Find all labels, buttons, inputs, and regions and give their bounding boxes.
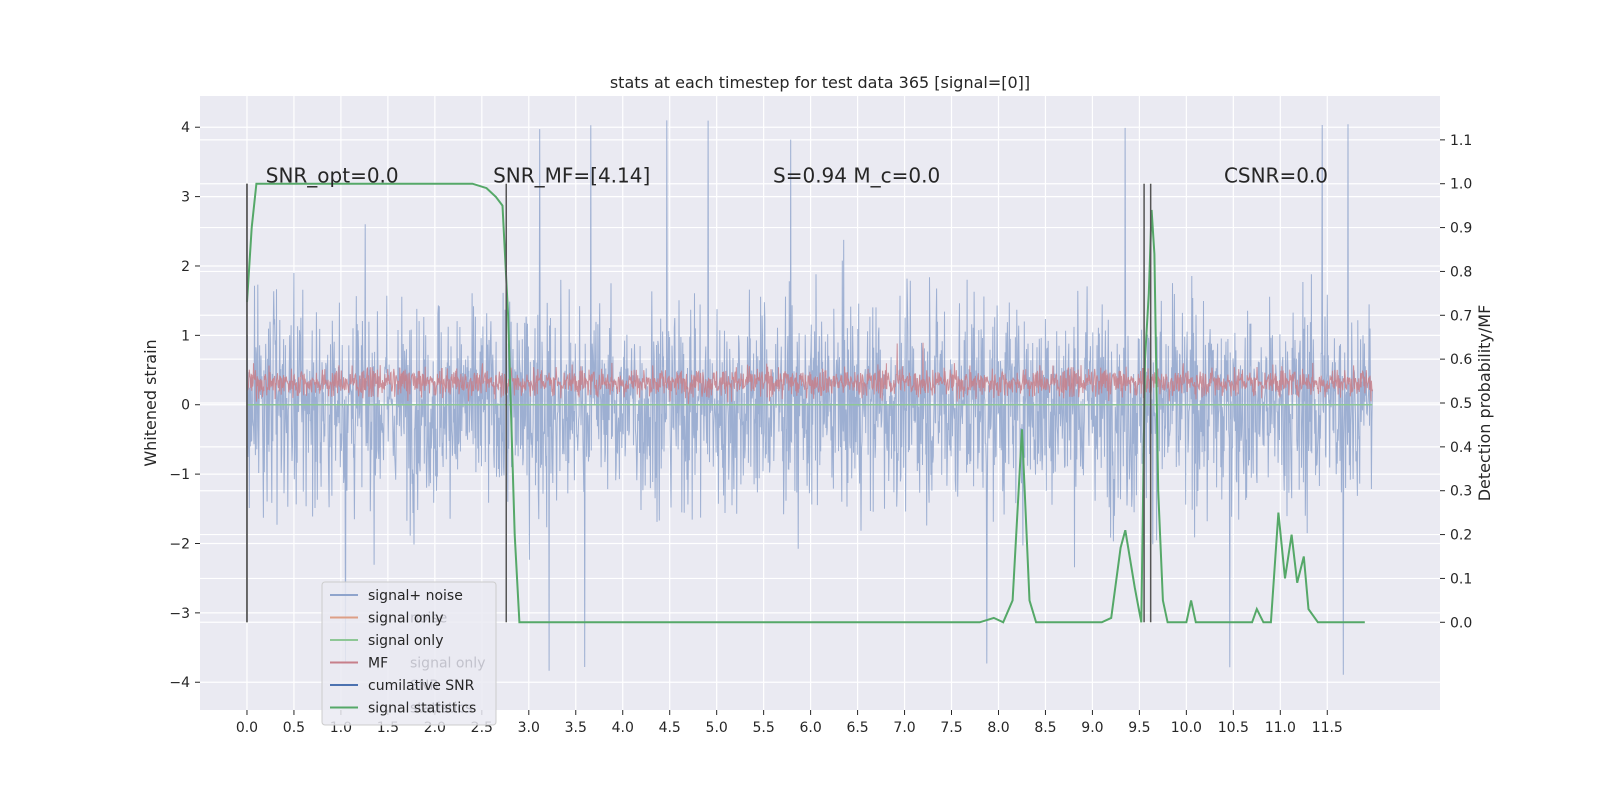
x-tick-label: 6.5 bbox=[846, 720, 868, 736]
x-tick-label: 3.5 bbox=[565, 720, 587, 736]
y2-tick-label: 0.3 bbox=[1450, 484, 1472, 500]
x-tick-label: 9.0 bbox=[1081, 720, 1103, 736]
y2-tick-label: 0.8 bbox=[1450, 264, 1472, 280]
y-tick-label: 0 bbox=[181, 398, 190, 414]
x-tick-label: 4.5 bbox=[659, 720, 681, 736]
x-tick-label: 0.0 bbox=[236, 720, 258, 736]
legend-label: signal only bbox=[368, 633, 443, 649]
legend-box bbox=[321, 581, 497, 726]
legend-label: signal only bbox=[368, 611, 443, 627]
x-tick-label: 11.0 bbox=[1265, 720, 1296, 736]
x-tick-label: 7.0 bbox=[893, 720, 915, 736]
x-tick-label: 9.5 bbox=[1128, 720, 1150, 736]
y2-tick-label: 1.0 bbox=[1450, 177, 1472, 193]
mf-series bbox=[246, 342, 1373, 405]
series-signal-noise bbox=[246, 120, 1373, 675]
annotation: CSNR=0.0 bbox=[1224, 164, 1328, 188]
x-tick-label: 10.0 bbox=[1171, 720, 1202, 736]
noise-series bbox=[246, 120, 1373, 675]
y-tick-label: −2 bbox=[169, 536, 190, 552]
y2-tick-label: 0.6 bbox=[1450, 352, 1472, 368]
legend-label: cumilative SNR bbox=[368, 678, 475, 694]
y2-tick-label: 0.9 bbox=[1450, 221, 1472, 237]
x-tick-label: 5.5 bbox=[753, 720, 775, 736]
y-axis-label: Whitened strain bbox=[141, 339, 160, 466]
y2-tick-label: 0.0 bbox=[1450, 615, 1472, 631]
chart-title: stats at each timestep for test data 365… bbox=[610, 73, 1030, 92]
vertical-markers bbox=[246, 183, 1152, 623]
y-tick-label: 3 bbox=[181, 190, 190, 206]
y2-tick-label: 1.1 bbox=[1450, 133, 1472, 149]
line-series bbox=[246, 182, 1373, 624]
x-tick-label: 6.0 bbox=[799, 720, 821, 736]
y-tick-label: −3 bbox=[169, 606, 190, 622]
x-tick-label: 8.5 bbox=[1034, 720, 1056, 736]
y-tick-label: −1 bbox=[169, 467, 190, 483]
y2-tick-label: 0.1 bbox=[1450, 571, 1472, 587]
x-tick-label: 0.5 bbox=[283, 720, 305, 736]
legend-ghost-text: signal only bbox=[410, 656, 485, 672]
annotation: S=0.94 M_c=0.0 bbox=[773, 164, 940, 188]
annotations: SNR_opt=0.0 SNR_MF=[4.14] S=0.94 M_c=0.0 CS… bbox=[266, 164, 1328, 188]
legend-label: signal+ noise bbox=[368, 588, 463, 604]
y-tick-label: −4 bbox=[169, 675, 190, 691]
y2-axis: 0.0 0.1 0.2 0.3 0.4 0.5 0.6 0.7 0.8 0.9 1.0 1.1 bbox=[1440, 133, 1472, 631]
legend-label: MF bbox=[368, 656, 388, 672]
y-tick-label: 2 bbox=[181, 259, 190, 275]
y2-tick-label: 0.2 bbox=[1450, 528, 1472, 544]
x-tick-label: 10.5 bbox=[1218, 720, 1249, 736]
y-tick-label: 1 bbox=[181, 328, 190, 344]
annotation: SNR_MF=[4.14] bbox=[493, 164, 650, 188]
y2-tick-label: 0.4 bbox=[1450, 440, 1472, 456]
x-tick-label: 3.0 bbox=[518, 720, 540, 736]
legend-ghost-text: SNR bbox=[410, 678, 439, 694]
x-tick-label: 11.5 bbox=[1312, 720, 1343, 736]
series-signal-statistics bbox=[246, 182, 1365, 624]
y-tick-label: 4 bbox=[181, 120, 190, 136]
x-tick-label: 5.0 bbox=[706, 720, 728, 736]
x-tick-label: 4.0 bbox=[612, 720, 634, 736]
y2-tick-label: 0.5 bbox=[1450, 396, 1472, 412]
y2-tick-label: 0.7 bbox=[1450, 308, 1472, 324]
legend-ghost-text: statistics bbox=[410, 701, 472, 717]
legend-label: signal statistics bbox=[368, 701, 476, 717]
series-mf bbox=[246, 342, 1373, 405]
y-axis: −4 −3 −2 −1 0 1 2 3 4 bbox=[169, 120, 200, 691]
x-axis: 0.0 0.5 1.0 1.5 2.0 2.5 3.0 3.5 4.0 4.5 5.0 5.5 6.0 6… bbox=[236, 710, 1343, 736]
legend-ghost-text: noise bbox=[410, 611, 447, 627]
annotation: SNR_opt=0.0 bbox=[266, 164, 399, 188]
x-tick-label: 7.5 bbox=[940, 720, 962, 736]
x-tick-label: 8.0 bbox=[987, 720, 1009, 736]
y2-axis-label: Detection probability/MF bbox=[1475, 305, 1494, 502]
